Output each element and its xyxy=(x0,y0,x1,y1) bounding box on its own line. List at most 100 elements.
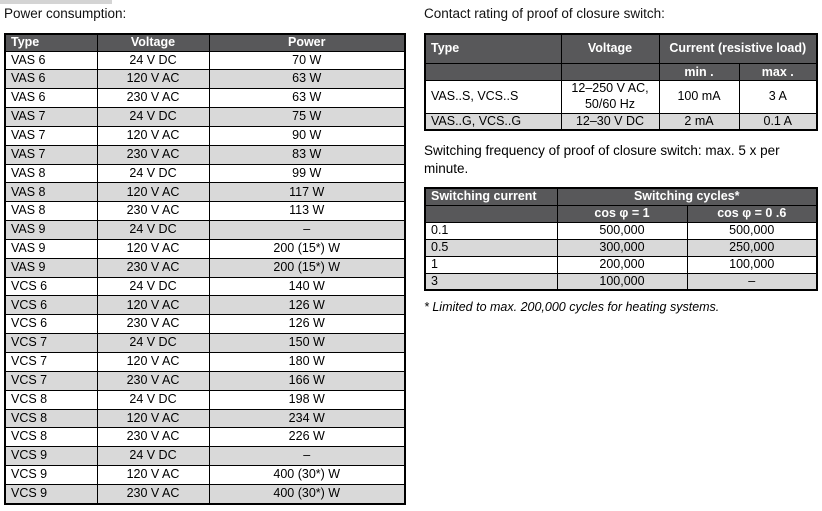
table-cell: 500,000 xyxy=(556,221,688,240)
table-row: 3 100,000– xyxy=(424,272,818,291)
cycles-subcol-empty xyxy=(424,204,558,223)
table-row: VAS 8 120 V AC 117 W xyxy=(4,182,406,203)
power-consumption-table: Type Voltage Power VAS 6 24 V DC 70 W VAS 6… xyxy=(4,32,406,505)
table-cell: 126 W xyxy=(208,295,406,316)
table-row: VAS 9 24 V DC – xyxy=(4,220,406,240)
table-cell: – xyxy=(208,220,406,240)
cycles-table-body: 0.1 500,000 500,000 0.5 300,000 250,000 1 200,0… xyxy=(424,221,818,291)
table-row: VCS 6 120 V AC 126 W xyxy=(4,295,406,316)
table-cell: VCS 9 xyxy=(4,446,98,467)
table-cell: 150 W xyxy=(208,333,406,353)
power-consumption-section: Power consumption: Type Voltage Power VA… xyxy=(4,6,406,505)
table-row: VCS 9 24 V DC – xyxy=(4,446,406,467)
cycles-subcol-cos1: cos φ = 1 xyxy=(556,204,688,223)
power-col-type: Type xyxy=(4,33,98,52)
table-cell: 24 V DC xyxy=(96,50,210,71)
power-table-body: VAS 6 24 V DC 70 W VAS 6 120 V AC 63 W VAS 6 23… xyxy=(4,50,406,505)
cycles-col-current: Switching current xyxy=(424,187,558,206)
table-cell: VCS 7 xyxy=(4,352,98,372)
table-cell: 230 V AC xyxy=(96,88,210,109)
table-cell: – xyxy=(208,446,406,467)
table-row: VCS 7 230 V AC 166 W xyxy=(4,370,406,391)
table-cell: 200 (15*) W xyxy=(208,257,406,278)
table-row: VAS 6 230 V AC 63 W xyxy=(4,88,406,109)
table-cell: 63 W xyxy=(208,69,406,90)
table-cell: 230 V AC xyxy=(96,427,210,448)
table-cell: 230 V AC xyxy=(96,483,210,505)
power-consumption-title: Power consumption: xyxy=(4,6,127,21)
table-cell: VCS 7 xyxy=(4,333,98,353)
table-cell: VAS 8 xyxy=(4,163,98,184)
table-cell: 120 V AC xyxy=(96,238,210,259)
table-cell: 230 V AC xyxy=(96,314,210,335)
table-row: VCS 6 230 V AC 126 W xyxy=(4,314,406,335)
table-cell: 226 W xyxy=(208,427,406,448)
cycles-footnote: * Limited to max. 200,000 cycles for hea… xyxy=(424,300,720,315)
table-cell: 500,000 xyxy=(686,221,818,240)
table-row: 1 200,000 100,000 xyxy=(424,255,818,274)
table-cell: 0.1 A xyxy=(738,112,818,131)
table-cell: VAS 8 xyxy=(4,201,98,222)
table-cell: 24 V DC xyxy=(96,389,210,410)
table-cell: VAS 6 xyxy=(4,50,98,71)
table-cell: VAS 7 xyxy=(4,144,98,165)
table-cell: 75 W xyxy=(208,107,406,127)
table-cell: VCS 6 xyxy=(4,276,98,297)
table-cell: VAS 7 xyxy=(4,107,98,127)
table-cell: VCS 8 xyxy=(4,427,98,448)
table-cell: 180 W xyxy=(208,352,406,372)
table-cell: 140 W xyxy=(208,276,406,297)
table-cell: VCS 9 xyxy=(4,465,98,485)
table-subheader-row: cos φ = 1 cos φ = 0 .6 xyxy=(424,204,818,223)
table-row: VCS 8 24 V DC 198 W xyxy=(4,389,406,410)
table-cell: VAS..G, VCS..G xyxy=(424,112,562,131)
table-row: VAS 8 24 V DC 99 W xyxy=(4,163,406,184)
contact-rating-title: Contact rating of proof of closure switc… xyxy=(424,6,665,21)
table-cell: VAS 9 xyxy=(4,220,98,240)
table-row: VCS 7 24 V DC 150 W xyxy=(4,333,406,353)
switching-cycles-table: Switching current Switching cycles* cos … xyxy=(424,186,819,292)
power-col-voltage: Voltage xyxy=(96,33,210,52)
table-cell: 70 W xyxy=(208,50,406,71)
table-cell: 3 xyxy=(424,272,558,291)
table-cell: 400 (30*) W xyxy=(208,483,406,505)
table-cell: 120 V AC xyxy=(96,125,210,146)
table-header-row: Type Voltage Current (resistive load) xyxy=(424,33,818,65)
table-row: 0.1 500,000 500,000 xyxy=(424,221,818,240)
table-cell: VAS 6 xyxy=(4,88,98,109)
table-cell: 117 W xyxy=(208,182,406,203)
table-row: VCS 8 120 V AC 234 W xyxy=(4,408,406,429)
table-cell: VCS 6 xyxy=(4,295,98,316)
table-row: VCS 6 24 V DC 140 W xyxy=(4,276,406,297)
contact-subcol-empty-voltage xyxy=(560,63,660,82)
table-cell: VAS 9 xyxy=(4,257,98,278)
table-cell: 24 V DC xyxy=(96,107,210,127)
contact-subcol-empty-type xyxy=(424,63,562,82)
table-cell: 63 W xyxy=(208,88,406,109)
table-cell: 90 W xyxy=(208,125,406,146)
table-cell: 24 V DC xyxy=(96,276,210,297)
table-row: VCS 7 120 V AC 180 W xyxy=(4,352,406,372)
table-cell: VAS 9 xyxy=(4,238,98,259)
table-cell: 234 W xyxy=(208,408,406,429)
table-cell: 120 V AC xyxy=(96,408,210,429)
table-row: VAS..G, VCS..G 12–30 V DC 2 mA 0.1 A xyxy=(424,112,818,131)
table-row: VAS 7 24 V DC 75 W xyxy=(4,107,406,127)
table-row: VAS 7 230 V AC 83 W xyxy=(4,144,406,165)
table-cell: 12–250 V AC, 50/60 Hz xyxy=(560,80,660,114)
contact-col-current-group: Current (resistive load) xyxy=(658,33,818,65)
table-cell: – xyxy=(686,272,818,291)
table-cell: 230 V AC xyxy=(96,144,210,165)
table-cell: VAS 8 xyxy=(4,182,98,203)
page-edge-artifact xyxy=(0,0,112,4)
table-cell: 400 (30*) W xyxy=(208,465,406,485)
table-cell: 100,000 xyxy=(556,272,688,291)
table-cell: 100,000 xyxy=(686,255,818,274)
table-cell: 200 (15*) W xyxy=(208,238,406,259)
table-cell: VCS 8 xyxy=(4,389,98,410)
table-row: 0.5 300,000 250,000 xyxy=(424,238,818,257)
table-row: VAS 9 230 V AC 200 (15*) W xyxy=(4,257,406,278)
table-cell: 200,000 xyxy=(556,255,688,274)
table-cell: 24 V DC xyxy=(96,163,210,184)
contact-subcol-max: max . xyxy=(738,63,818,82)
